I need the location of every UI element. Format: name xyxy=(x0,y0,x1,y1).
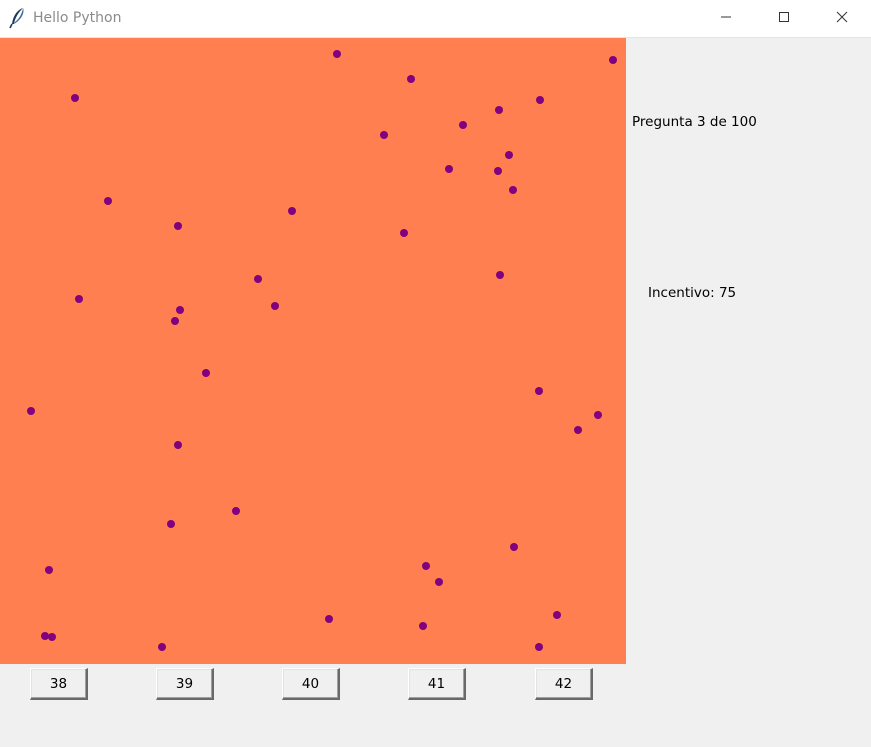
canvas-dot xyxy=(41,632,49,640)
canvas-dot xyxy=(174,441,182,449)
canvas-dot xyxy=(435,578,443,586)
canvas-dot xyxy=(407,75,415,83)
question-counter: Pregunta 3 de 100 xyxy=(632,114,757,130)
answer-button-5[interactable]: 42 xyxy=(535,668,593,700)
canvas-dot xyxy=(288,207,296,215)
canvas-dot xyxy=(422,562,430,570)
canvas-dot xyxy=(510,543,518,551)
canvas-dot xyxy=(609,56,617,64)
canvas-dot xyxy=(71,94,79,102)
canvas-dot xyxy=(459,121,467,129)
canvas-dot xyxy=(553,611,561,619)
canvas-dot xyxy=(176,306,184,314)
canvas-dot xyxy=(75,295,83,303)
maximize-button[interactable] xyxy=(755,0,813,37)
canvas-dot xyxy=(202,369,210,377)
canvas-dot xyxy=(171,317,179,325)
canvas-dot xyxy=(496,271,504,279)
minimize-icon xyxy=(720,10,732,28)
minimize-button[interactable] xyxy=(697,0,755,37)
canvas-dot xyxy=(271,302,279,310)
canvas-dot xyxy=(494,167,502,175)
maximize-icon xyxy=(778,10,790,28)
answer-button-4[interactable]: 41 xyxy=(408,668,466,700)
answer-button-2[interactable]: 39 xyxy=(156,668,214,700)
close-icon xyxy=(836,10,848,28)
canvas-dot xyxy=(400,229,408,237)
canvas-dot xyxy=(158,643,166,651)
client-area: Pregunta 3 de 100 Incentivo: 75 38 39 40… xyxy=(0,38,871,747)
canvas-dot xyxy=(325,615,333,623)
canvas-dot xyxy=(536,96,544,104)
answer-button-3[interactable]: 40 xyxy=(282,668,340,700)
canvas-dot xyxy=(419,622,427,630)
incentive-label: Incentivo: 75 xyxy=(648,285,737,301)
canvas-dot xyxy=(27,407,35,415)
canvas-dot xyxy=(232,507,240,515)
canvas-dot xyxy=(104,197,112,205)
canvas-background xyxy=(0,38,626,664)
canvas-dot xyxy=(574,426,582,434)
canvas-dot xyxy=(495,106,503,114)
canvas-dot xyxy=(380,131,388,139)
canvas-dot xyxy=(48,633,56,641)
canvas-dot xyxy=(174,222,182,230)
answer-button-1[interactable]: 38 xyxy=(30,668,88,700)
window-title: Hello Python xyxy=(33,10,122,26)
canvas-dot xyxy=(505,151,513,159)
dot-canvas xyxy=(0,38,626,664)
canvas-dot xyxy=(167,520,175,528)
canvas-dot xyxy=(45,566,53,574)
close-button[interactable] xyxy=(813,0,871,37)
canvas-dot xyxy=(254,275,262,283)
canvas-dot xyxy=(535,643,543,651)
canvas-dot xyxy=(535,387,543,395)
title-bar: Hello Python xyxy=(0,0,871,38)
canvas-dot xyxy=(333,50,341,58)
canvas-dot xyxy=(509,186,517,194)
feather-icon xyxy=(9,7,27,29)
canvas-dot xyxy=(594,411,602,419)
canvas-dot xyxy=(445,165,453,173)
